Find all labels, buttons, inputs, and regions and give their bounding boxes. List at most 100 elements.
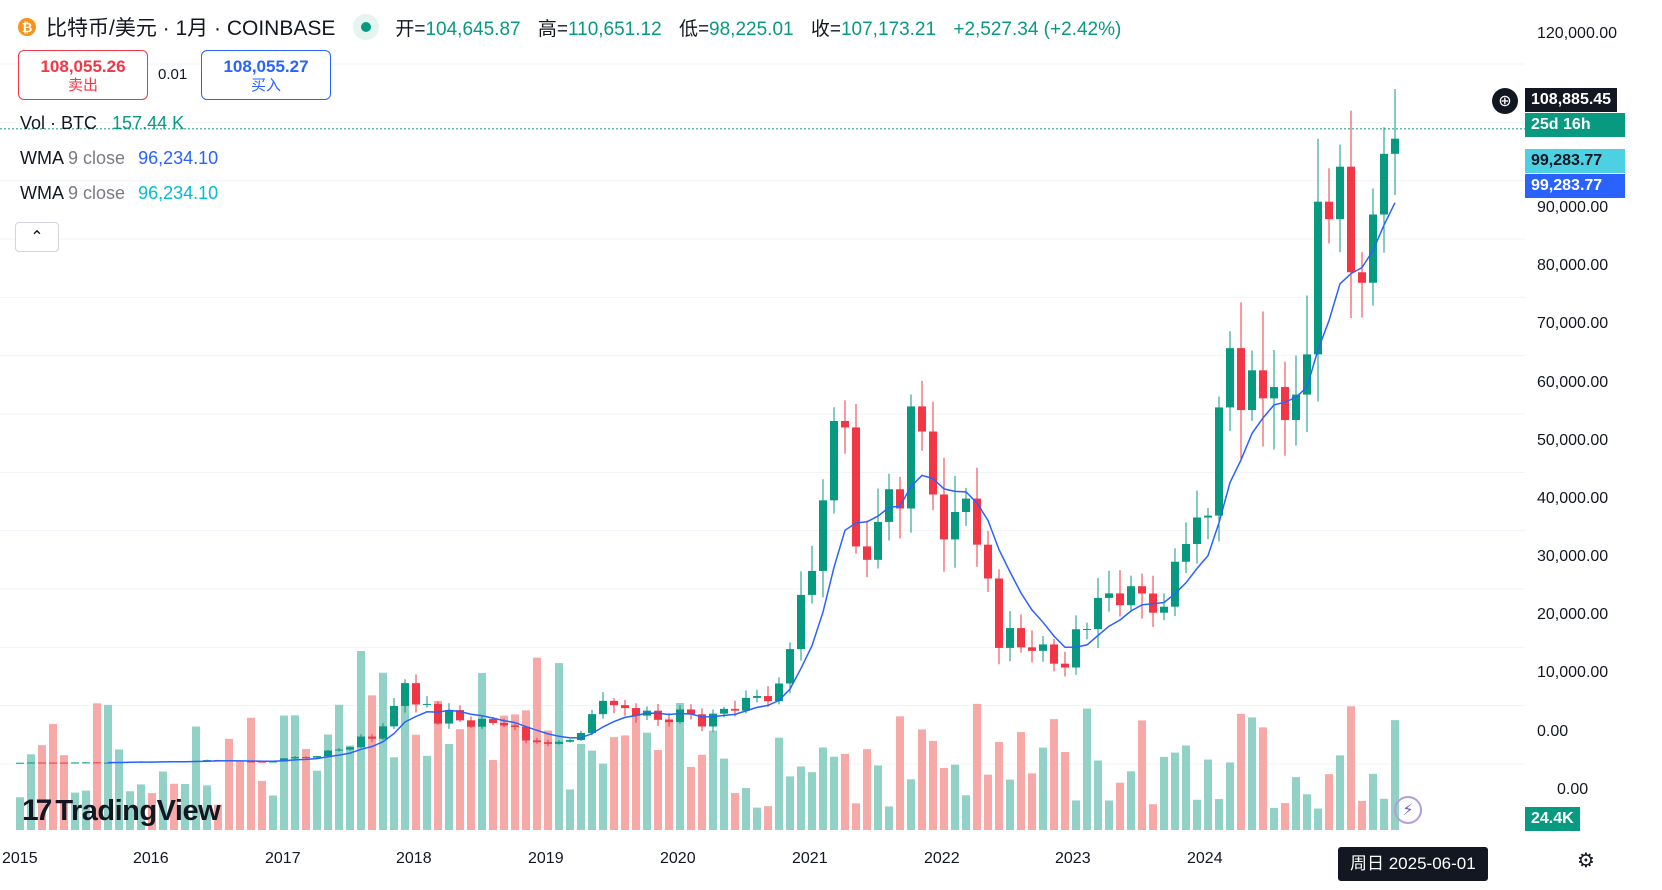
candle-body [247, 761, 255, 763]
candle-body [951, 512, 959, 540]
candle-body [335, 749, 343, 751]
volume-bar [1171, 752, 1179, 830]
volume-bar [1094, 760, 1102, 830]
candle-body [1006, 628, 1014, 648]
candle-body [390, 705, 398, 727]
volume-bar [181, 784, 189, 830]
volume-bar [841, 753, 849, 830]
volume-bar [643, 732, 651, 830]
time-axis-label: 2020 [660, 850, 696, 867]
countdown-tag: 25d 16h [1525, 113, 1625, 137]
volume-tag: 24.4K [1525, 807, 1580, 831]
legend-wma-2[interactable]: WMA 9 close 96,234.10 [20, 183, 218, 204]
volume-bar [940, 767, 948, 830]
candle-body [423, 703, 431, 705]
close-value: 107,173.21 [840, 18, 937, 40]
candle-body [60, 762, 68, 764]
sell-button[interactable]: 108,055.26 卖出 [18, 50, 148, 100]
time-axis-label: 2024 [1187, 850, 1223, 867]
settings-icon[interactable]: ⚙ [1577, 849, 1595, 872]
candle-body [786, 649, 794, 684]
market-status-icon[interactable] [353, 14, 380, 40]
sell-label: 卖出 [67, 76, 98, 94]
candle-body [841, 421, 849, 428]
volume-bar [1050, 719, 1058, 830]
candle-body [731, 708, 739, 711]
volume-bar [1072, 800, 1080, 830]
buy-button[interactable]: 108,055.27 买入 [201, 50, 331, 100]
volume-bar [698, 754, 706, 830]
wma2-value: 96,234.10 [138, 183, 219, 203]
price-axis-label: 80,000.00 [1537, 257, 1609, 274]
price-axis-label: 0.00 [1537, 723, 1569, 740]
volume-bar [896, 716, 904, 830]
candle-body [1303, 354, 1311, 395]
price-axis-label: 60,000.00 [1537, 374, 1609, 391]
lightning-icon[interactable]: ⚡ [1394, 796, 1422, 824]
volume-bar [1237, 713, 1245, 830]
candle-body [907, 406, 915, 509]
volume-bar [93, 703, 101, 830]
legend-collapse-button[interactable]: ⌃ [15, 222, 59, 252]
volume-bar [973, 703, 981, 830]
volume-bar [1380, 798, 1388, 830]
wma2-price-tag: 99,283.77 [1525, 149, 1625, 173]
volume-bar [390, 757, 398, 830]
volume-bar [1017, 732, 1025, 830]
tradingview-logo-text: TradingView [55, 794, 221, 827]
candle-body [379, 726, 387, 739]
volume-bar [863, 749, 871, 830]
volume-bar [775, 737, 783, 830]
candle-body [896, 489, 904, 509]
volume-bar [610, 737, 618, 830]
volume-bar [1226, 762, 1234, 830]
candle-body [500, 722, 508, 726]
volume-bar [1292, 777, 1300, 830]
volume-bar [423, 755, 431, 830]
symbol-title[interactable]: 比特币/美元 · 1月 · COINBASE [46, 17, 336, 40]
volume-bar [159, 771, 167, 830]
candle-body [1017, 628, 1025, 648]
volume-bar [467, 720, 475, 830]
volume-bar [49, 724, 57, 830]
volume-bar [544, 730, 552, 830]
volume-bar [984, 774, 992, 830]
candle-body [93, 762, 101, 764]
volume-bar [170, 783, 178, 830]
volume-bar [588, 750, 596, 830]
price-axis-label: 70,000.00 [1537, 315, 1609, 332]
volume-bar [1347, 706, 1355, 830]
legend-volume[interactable]: Vol · BTC 157.44 K [20, 113, 184, 134]
volume-bar [830, 756, 838, 830]
volume-bar [280, 715, 288, 830]
time-axis-label: 2019 [528, 850, 564, 867]
candle-body [599, 700, 607, 715]
volume-bar [786, 776, 794, 830]
price-axis-label: 20,000.00 [1537, 606, 1609, 623]
candle-body [1138, 586, 1146, 594]
volume-bar [1358, 801, 1366, 830]
volume-bar [1006, 779, 1014, 830]
volume-bar [731, 793, 739, 830]
volume-bar [533, 657, 541, 830]
candle-body [1072, 629, 1080, 668]
volume-bar [874, 765, 882, 830]
volume-bar [720, 758, 728, 830]
candle-body [1061, 663, 1069, 668]
add-alert-icon[interactable]: ⊕ [1492, 88, 1518, 114]
legend-wma-1[interactable]: WMA 9 close 96,234.10 [20, 148, 218, 169]
candle-body [676, 709, 684, 723]
candle-body [346, 747, 354, 750]
candle-body [401, 683, 409, 706]
candle-body [566, 740, 574, 742]
tradingview-logo[interactable]: 17 TradingView [22, 794, 221, 828]
candle-body [489, 718, 497, 723]
bitcoin-icon[interactable]: ₿ [18, 18, 36, 36]
candle-body [38, 762, 46, 764]
candle-body [984, 544, 992, 579]
candle-body [522, 726, 530, 741]
candle-body [456, 710, 464, 721]
candle-body [1039, 644, 1047, 651]
volume-bar [291, 715, 299, 830]
